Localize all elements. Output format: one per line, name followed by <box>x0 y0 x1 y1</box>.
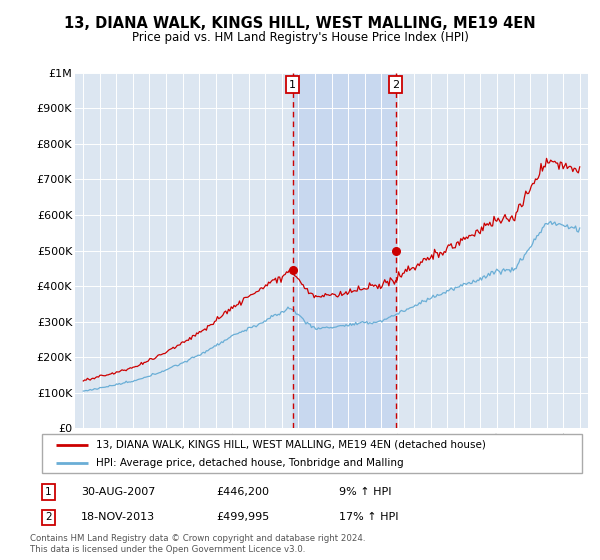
Text: 1: 1 <box>45 487 52 497</box>
Text: 17% ↑ HPI: 17% ↑ HPI <box>339 512 398 522</box>
Text: HPI: Average price, detached house, Tonbridge and Malling: HPI: Average price, detached house, Tonb… <box>96 459 404 468</box>
Text: 1: 1 <box>289 80 296 90</box>
Text: Contains HM Land Registry data © Crown copyright and database right 2024.: Contains HM Land Registry data © Crown c… <box>30 534 365 543</box>
Bar <box>293 73 396 428</box>
Text: 13, DIANA WALK, KINGS HILL, WEST MALLING, ME19 4EN: 13, DIANA WALK, KINGS HILL, WEST MALLING… <box>64 16 536 31</box>
FancyBboxPatch shape <box>42 434 582 473</box>
Text: £446,200: £446,200 <box>216 487 269 497</box>
Text: 18-NOV-2013: 18-NOV-2013 <box>81 512 155 522</box>
Text: 13, DIANA WALK, KINGS HILL, WEST MALLING, ME19 4EN (detached house): 13, DIANA WALK, KINGS HILL, WEST MALLING… <box>96 440 486 450</box>
Text: 30-AUG-2007: 30-AUG-2007 <box>81 487 155 497</box>
Text: Price paid vs. HM Land Registry's House Price Index (HPI): Price paid vs. HM Land Registry's House … <box>131 31 469 44</box>
Text: 9% ↑ HPI: 9% ↑ HPI <box>339 487 391 497</box>
Text: 2: 2 <box>392 80 399 90</box>
Text: £499,995: £499,995 <box>216 512 269 522</box>
Text: This data is licensed under the Open Government Licence v3.0.: This data is licensed under the Open Gov… <box>30 545 305 554</box>
Text: 2: 2 <box>45 512 52 522</box>
